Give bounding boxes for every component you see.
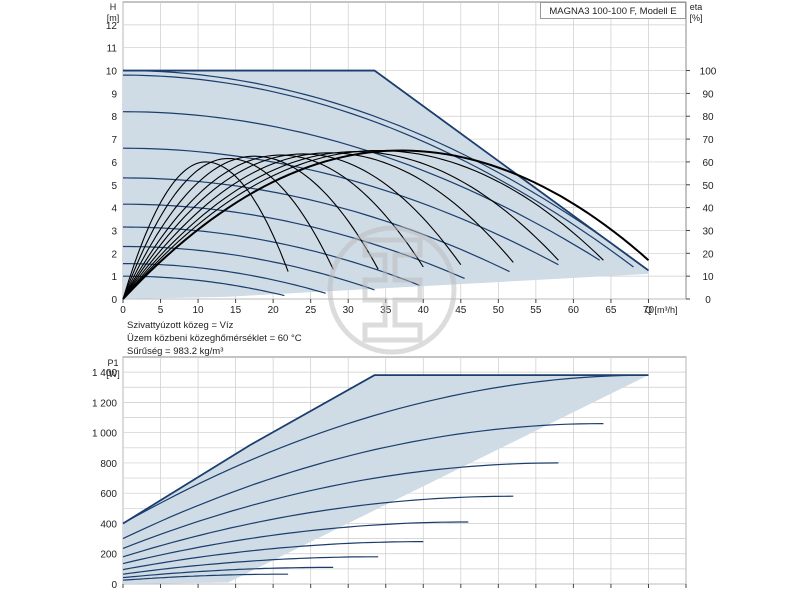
y2-tick-label: 100 [700,67,717,78]
watermark-logo [327,225,457,355]
power-curve-6 [122,541,424,571]
y-axis-unit: [m] [107,13,120,23]
chart-title: MAGNA3 100-100 F, Modell E [540,2,686,19]
power-curve-9 [122,573,289,581]
y2-axis-label: eta [690,2,703,12]
y-tick-label: 11 [107,44,118,55]
head-chart: 0 5 10 15 20 25 30 35 40 45 50 55 60 65 70012345678910… [106,1,717,316]
power-curve-7 [122,556,379,575]
eta-curve-4 [122,152,514,300]
x-tick-label: 50 [493,305,505,316]
power-curve-4 [122,495,514,558]
head-curve-7 [122,226,420,286]
eta-curve-3 [122,151,559,300]
y-tick-label: 1 000 [92,429,117,440]
y2-tick-label: 0 [705,295,711,306]
power-curve-3 [122,462,559,549]
x-tick-label: 15 [230,305,242,316]
x-tick-label: 20 [268,305,280,316]
y2-tick-label: 90 [702,89,714,100]
y-tick-label: 0 [111,295,117,306]
y-tick-label: 4 [111,204,117,215]
y-tick-label: 12 [106,21,118,32]
y-tick-label: 9 [111,89,117,100]
y2-axis-unit: [%] [689,13,702,23]
eta-curve-8 [122,157,334,300]
y2-tick-label: 30 [702,226,714,237]
y-tick-label: 2 [111,249,117,260]
condition-temperature: Üzem közbeni közeghőmérséklet = 60 °C [127,333,302,344]
head-curve-4 [122,147,559,266]
x-tick-label: 40 [418,305,430,316]
y-tick-label: 8 [111,112,117,123]
eta-curve-2 [122,149,604,300]
max-curve-outline [123,69,649,272]
y-tick-label: 1 [111,272,117,283]
power-curve-2 [122,423,604,540]
y-tick-label: 3 [111,226,117,237]
eta-curve-6 [122,154,424,300]
head-curve-2 [122,74,634,268]
y-tick-label: 800 [100,459,117,470]
y-tick-label: 10 [106,67,118,78]
eta-curve-9 [122,161,289,300]
x-tick-label: 10 [193,305,205,316]
eta-curve-7 [122,155,379,300]
y-axis-unit: [W] [106,369,120,379]
y-tick-label: 7 [111,135,117,146]
y2-tick-label: 60 [702,158,714,169]
y2-tick-label: 40 [702,204,714,215]
x-tick-label: 5 [158,305,164,316]
head-curve-1 [122,69,649,271]
y2-tick-label: 50 [702,181,714,192]
head-curve-3 [122,111,601,261]
y-tick-label: 0 [111,580,117,591]
y2-tick-label: 20 [702,249,714,260]
max-power-outline [122,374,649,525]
y2-tick-label: 10 [702,272,714,283]
power-curve-8 [122,566,334,579]
y-tick-label: 600 [100,489,117,500]
x-tick-label: 30 [343,305,355,316]
x-tick-label: 25 [305,305,317,316]
head-curve-10 [123,275,285,297]
y-tick-label: 1 400 [92,368,117,379]
x-tick-label: 55 [530,305,542,316]
y-tick-label: 6 [111,158,117,169]
y2-tick-label: 70 [702,135,714,146]
y-tick-label: 1 200 [92,398,117,409]
x-tick-label: 45 [455,305,467,316]
y-axis-label: P1 [107,358,118,368]
y-axis-label: H [110,2,117,12]
x-tick-label: 65 [605,305,617,316]
y-tick-label: 400 [100,519,117,530]
y2-tick-label: 80 [702,112,714,123]
eta-curve-5 [122,153,462,300]
x-tick-label: 70 [643,305,655,316]
power-curve-5 [122,521,469,565]
x-axis-label: Q [m³/h] [645,305,678,315]
x-tick-label: 0 [120,305,126,316]
y-tick-label: 200 [100,550,117,561]
power-curve-1 [122,374,649,525]
y-tick-label: 5 [111,181,117,192]
condition-density: Sűrűség = 983.2 kg/m³ [127,346,224,357]
condition-fluid: Szivattyúzott közeg = Víz [127,320,234,331]
x-tick-label: 60 [568,305,580,316]
